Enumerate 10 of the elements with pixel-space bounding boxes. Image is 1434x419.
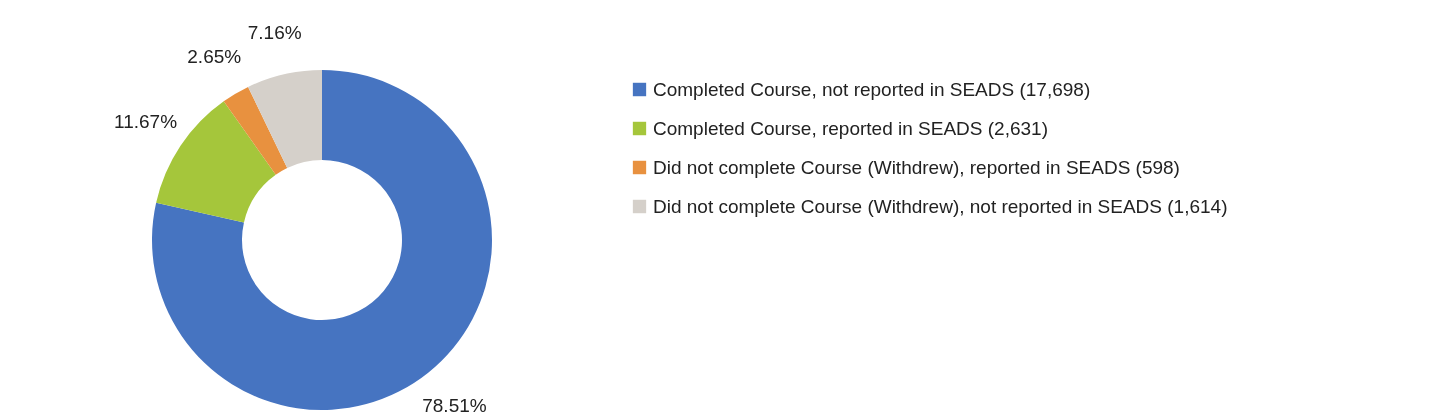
donut-slice <box>223 86 288 175</box>
legend-label: Did not complete Course (Withdrew), reported in SEADS (598) <box>653 156 1180 178</box>
legend-label: Completed Course, reported in SEADS (2,631) <box>653 117 1048 139</box>
legend-label: Did not complete Course (Withdrew), not reported in SEADS (1,614) <box>653 195 1228 217</box>
donut-slice <box>248 70 322 168</box>
data-label: 2.65% <box>187 46 242 68</box>
data-label: 7.16% <box>247 22 302 44</box>
data-label: 78.51% <box>422 394 487 416</box>
legend-label: Completed Course, not reported in SEADS (17,698) <box>653 78 1091 100</box>
data-label: 11.67% <box>114 111 178 133</box>
